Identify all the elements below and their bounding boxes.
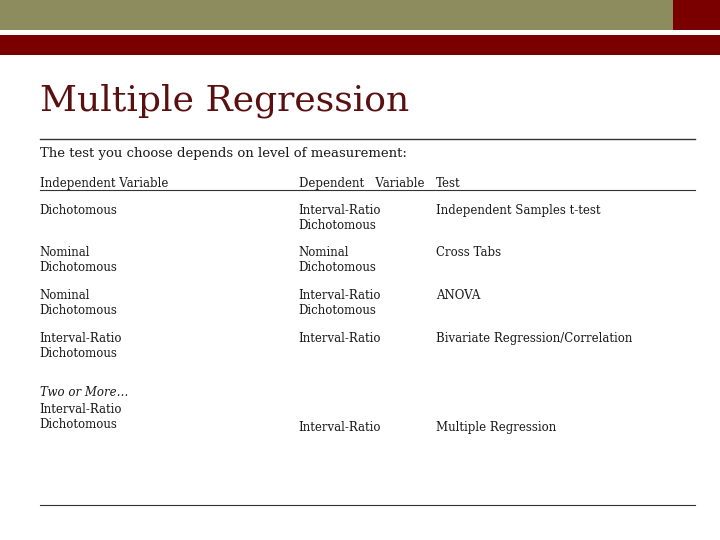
Text: Nominal
Dichotomous: Nominal Dichotomous — [299, 246, 377, 274]
Text: Multiple Regression: Multiple Regression — [40, 84, 409, 118]
Text: Multiple Regression: Multiple Regression — [436, 421, 556, 434]
Text: ANOVA: ANOVA — [436, 289, 480, 302]
Text: Test: Test — [436, 177, 460, 190]
Text: Nominal
Dichotomous: Nominal Dichotomous — [40, 246, 117, 274]
Text: Interval-Ratio
Dichotomous: Interval-Ratio Dichotomous — [299, 289, 382, 317]
Text: Cross Tabs: Cross Tabs — [436, 246, 500, 259]
Text: Nominal
Dichotomous: Nominal Dichotomous — [40, 289, 117, 317]
Text: Dependent   Variable: Dependent Variable — [299, 177, 424, 190]
Text: Bivariate Regression/Correlation: Bivariate Regression/Correlation — [436, 332, 632, 345]
Text: Independent Samples t-test: Independent Samples t-test — [436, 204, 600, 217]
Text: The test you choose depends on level of measurement:: The test you choose depends on level of … — [40, 147, 407, 160]
Text: Interval-Ratio
Dichotomous: Interval-Ratio Dichotomous — [40, 403, 122, 431]
Text: Interval-Ratio: Interval-Ratio — [299, 332, 382, 345]
Text: Interval-Ratio
Dichotomous: Interval-Ratio Dichotomous — [299, 204, 382, 232]
Text: Dichotomous: Dichotomous — [40, 204, 117, 217]
Text: Interval-Ratio
Dichotomous: Interval-Ratio Dichotomous — [40, 332, 122, 360]
Text: Two or More…: Two or More… — [40, 386, 128, 399]
Text: Independent Variable: Independent Variable — [40, 177, 168, 190]
Text: Interval-Ratio: Interval-Ratio — [299, 421, 382, 434]
